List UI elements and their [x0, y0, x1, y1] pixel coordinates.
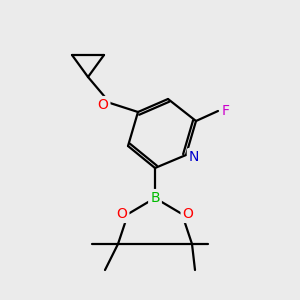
Text: B: B: [150, 191, 160, 205]
Text: N: N: [189, 150, 199, 164]
Text: O: O: [117, 207, 128, 221]
Text: O: O: [183, 207, 194, 221]
Text: O: O: [98, 98, 108, 112]
Text: F: F: [222, 104, 230, 118]
